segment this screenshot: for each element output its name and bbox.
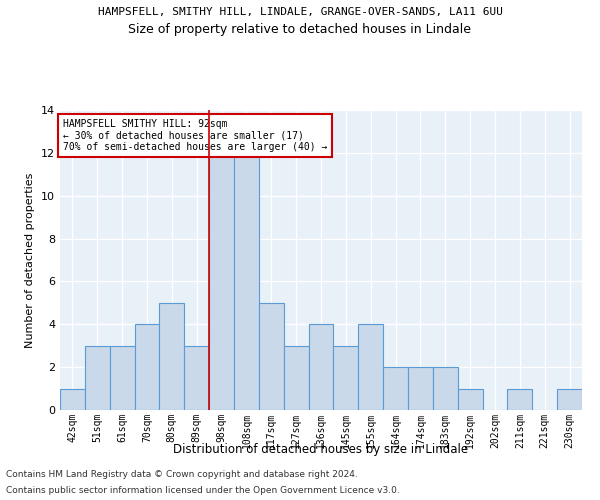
Text: Distribution of detached houses by size in Lindale: Distribution of detached houses by size … xyxy=(173,442,469,456)
Bar xyxy=(433,367,458,410)
Bar xyxy=(234,153,259,410)
Bar xyxy=(284,346,308,410)
Bar xyxy=(508,388,532,410)
Bar xyxy=(408,367,433,410)
Bar xyxy=(383,367,408,410)
Text: Contains HM Land Registry data © Crown copyright and database right 2024.: Contains HM Land Registry data © Crown c… xyxy=(6,470,358,479)
Text: HAMPSFELL SMITHY HILL: 92sqm
← 30% of detached houses are smaller (17)
70% of se: HAMPSFELL SMITHY HILL: 92sqm ← 30% of de… xyxy=(62,119,327,152)
Bar xyxy=(209,153,234,410)
Bar xyxy=(85,346,110,410)
Bar xyxy=(134,324,160,410)
Text: Contains public sector information licensed under the Open Government Licence v3: Contains public sector information licen… xyxy=(6,486,400,495)
Bar xyxy=(259,303,284,410)
Bar xyxy=(184,346,209,410)
Text: HAMPSFELL, SMITHY HILL, LINDALE, GRANGE-OVER-SANDS, LA11 6UU: HAMPSFELL, SMITHY HILL, LINDALE, GRANGE-… xyxy=(97,8,503,18)
Bar xyxy=(557,388,582,410)
Text: Size of property relative to detached houses in Lindale: Size of property relative to detached ho… xyxy=(128,22,472,36)
Bar xyxy=(358,324,383,410)
Bar xyxy=(110,346,134,410)
Y-axis label: Number of detached properties: Number of detached properties xyxy=(25,172,35,348)
Bar xyxy=(458,388,482,410)
Bar xyxy=(334,346,358,410)
Bar xyxy=(60,388,85,410)
Bar xyxy=(160,303,184,410)
Bar xyxy=(308,324,334,410)
